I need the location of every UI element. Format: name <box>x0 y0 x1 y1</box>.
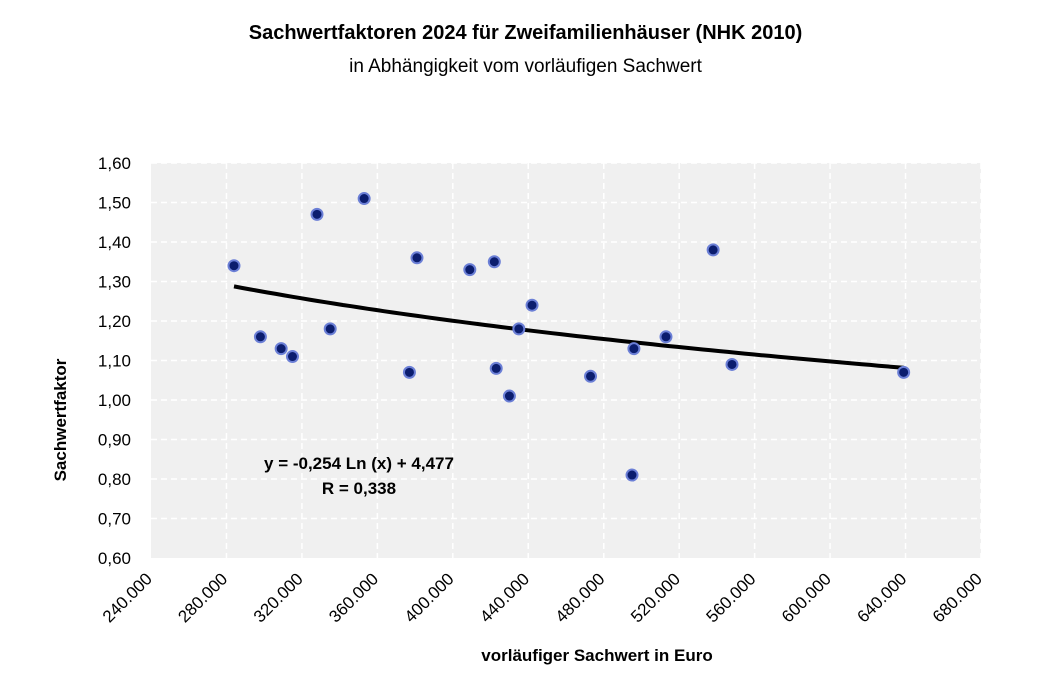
x-tick-label: 280.000 <box>174 569 231 626</box>
y-axis-ticks: 0,60 0,70 0,80 0,90 1,00 1,10 1,20 1,30 1,40 1,50… <box>98 154 131 568</box>
y-tick-label: 1,60 <box>98 154 131 173</box>
data-point <box>897 365 911 379</box>
chart-subtitle: in Abhängigkeit vom vorläufigen Sachwert <box>349 56 702 77</box>
x-tick-label: 600.000 <box>778 569 835 626</box>
correlation-label: R = 0,338 <box>322 479 396 498</box>
x-tick-label: 520.000 <box>627 569 684 626</box>
data-point <box>584 369 598 383</box>
y-tick-label: 1,50 <box>98 194 131 213</box>
data-point <box>227 259 241 273</box>
data-point <box>725 357 739 371</box>
x-tick-label: 680.000 <box>929 569 986 626</box>
trendline-equation: y = -0,254 Ln (x) + 4,477 <box>264 454 454 473</box>
y-tick-label: 1,30 <box>98 273 131 292</box>
x-tick-label: 240.000 <box>99 569 156 626</box>
data-point <box>410 251 424 265</box>
data-point <box>706 243 720 257</box>
x-tick-label: 400.000 <box>401 569 458 626</box>
data-point <box>274 342 288 356</box>
data-point <box>489 361 503 375</box>
data-point <box>487 255 501 269</box>
y-tick-label: 1,10 <box>98 352 131 371</box>
data-point <box>253 330 267 344</box>
x-axis-ticks: 240.000 280.000 320.000 360.000 400.000 440.0… <box>99 569 986 626</box>
data-point <box>627 342 641 356</box>
y-tick-label: 0,60 <box>98 549 131 568</box>
x-tick-label: 440.000 <box>476 569 533 626</box>
data-points <box>227 192 911 482</box>
y-axis-title: Sachwertfaktor <box>51 358 70 481</box>
data-point <box>659 330 673 344</box>
y-tick-label: 1,00 <box>98 391 131 410</box>
data-point <box>525 298 539 312</box>
x-tick-label: 640.000 <box>853 569 910 626</box>
x-tick-label: 360.000 <box>325 569 382 626</box>
data-point <box>323 322 337 336</box>
data-point <box>357 192 371 206</box>
x-axis-title: vorläufiger Sachwert in Euro <box>481 646 712 665</box>
data-point <box>512 322 526 336</box>
data-point <box>402 365 416 379</box>
x-tick-label: 560.000 <box>703 569 760 626</box>
y-tick-label: 1,20 <box>98 312 131 331</box>
trendline <box>233 284 904 370</box>
data-point <box>285 350 299 364</box>
data-point <box>463 263 477 277</box>
y-tick-label: 1,40 <box>98 233 131 252</box>
chart-title: Sachwertfaktoren 2024 für Zweifamilienhä… <box>248 22 803 44</box>
x-tick-label: 480.000 <box>552 569 609 626</box>
y-tick-label: 0,90 <box>98 431 131 450</box>
data-point <box>625 468 639 482</box>
data-point <box>310 207 324 221</box>
y-tick-label: 0,80 <box>98 470 131 489</box>
grid-lines <box>151 162 982 558</box>
y-tick-label: 0,70 <box>98 510 131 529</box>
x-tick-label: 320.000 <box>250 569 307 626</box>
data-point <box>502 389 516 403</box>
